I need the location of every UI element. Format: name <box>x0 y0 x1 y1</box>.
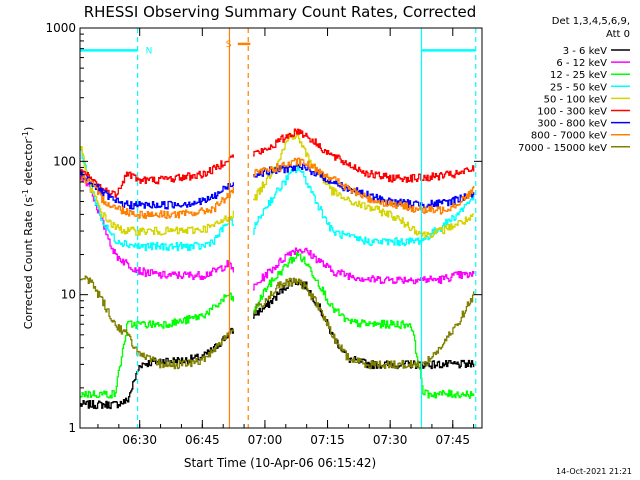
y-tick-label-1: 10 <box>61 288 76 302</box>
y-axis-title-mid: detector <box>22 139 35 189</box>
y-axis-title-sup-1: -1 <box>21 189 30 197</box>
legend-label-5: 100 - 300 keV <box>537 107 607 118</box>
y-axis-title-main: Corrected Count Rate (s <box>22 197 35 330</box>
legend-label-4: 50 - 100 keV <box>544 94 608 105</box>
x-tick-label-4: 07:30 <box>373 433 408 447</box>
y-tick-label-2: 100 <box>53 154 76 168</box>
legend-label-0: 3 - 6 keV <box>563 46 607 57</box>
axes: 06:30 06:45 07:00 07:15 07:30 07:45 1 10 100 1000 <box>45 21 482 447</box>
legend-label-6: 300 - 800 keV <box>537 119 607 130</box>
legend-label-3: 25 - 50 keV <box>550 82 607 93</box>
series-line-3 <box>80 147 475 252</box>
y-axis-title-sup-2: -1 <box>21 131 30 139</box>
plot-area: NS <box>80 28 477 428</box>
y-axis-title-end: ) <box>22 127 35 131</box>
x-tick-label-3: 07:15 <box>310 433 345 447</box>
series-line-8 <box>80 275 475 370</box>
chart-title: RHESSI Observing Summary Count Rates, Co… <box>84 3 477 21</box>
legend-label-1: 6 - 12 keV <box>556 58 607 69</box>
legend-label-8: 7000 - 15000 keV <box>518 143 607 154</box>
y-axis-title: Corrected Count Rate (s-1 detector-1) <box>21 127 36 330</box>
series-line-2 <box>80 252 475 399</box>
legend-label-7: 800 - 7000 keV <box>531 131 607 142</box>
series-line-0 <box>80 278 475 410</box>
x-tick-label-1: 06:45 <box>185 433 220 447</box>
x-axis-title: Start Time (10-Apr-06 06:15:42) <box>184 456 376 470</box>
x-tick-label-5: 07:45 <box>435 433 470 447</box>
marker-label-n: N <box>146 46 153 56</box>
series-line-5 <box>80 128 475 198</box>
legend-header-line-1: Det 1,3,4,5,6,9, <box>552 16 630 27</box>
date-stamp: 14-Oct-2021 21:21 <box>556 467 632 476</box>
series-line-7 <box>80 157 475 220</box>
x-tick-label-2: 07:00 <box>248 433 283 447</box>
y-tick-label-3: 1000 <box>45 21 76 35</box>
legend-label-2: 12 - 25 keV <box>550 70 607 81</box>
marker-label-s: S <box>226 40 232 50</box>
y-tick-label-0: 1 <box>68 421 76 435</box>
legend-header-line-2: Att 0 <box>606 29 630 40</box>
x-tick-label-0: 06:30 <box>122 433 157 447</box>
series-line-4 <box>80 133 475 239</box>
plot-frame <box>79 27 483 429</box>
